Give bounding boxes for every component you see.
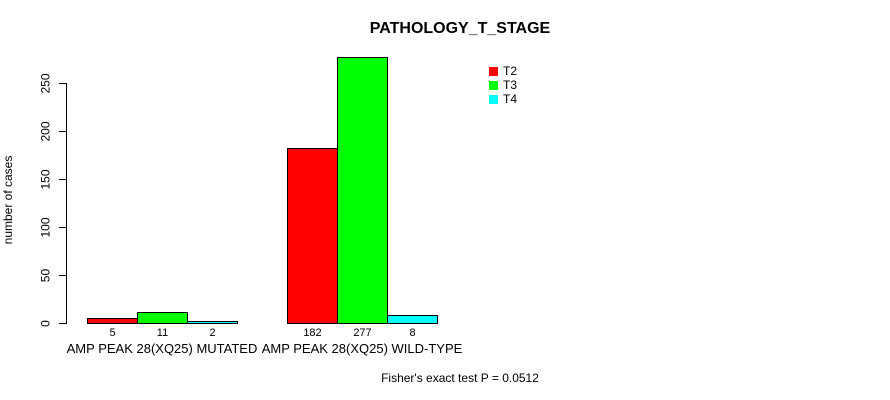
legend-label-t4: T4 [503, 92, 518, 106]
bar-t3 [137, 312, 188, 324]
bar-t4 [187, 321, 238, 324]
y-tick-label: 250 [38, 73, 53, 94]
bar-t2 [287, 148, 338, 324]
y-tick [59, 275, 66, 276]
y-tick [59, 179, 66, 180]
bar-value-label: 277 [353, 327, 372, 339]
y-tick [59, 227, 66, 228]
bar-value-label: 182 [303, 327, 322, 339]
bar-value-label: 8 [409, 327, 416, 339]
y-tick-label: 150 [38, 169, 53, 190]
y-tick-label: 200 [38, 121, 53, 142]
legend-label-t3: T3 [503, 78, 518, 92]
y-tick-label: 50 [38, 268, 53, 283]
category-label: AMP PEAK 28(XQ25) MUTATED [66, 341, 258, 356]
legend-label-t2: T2 [503, 64, 518, 78]
bar-value-label: 11 [156, 327, 169, 339]
category-label: AMP PEAK 28(XQ25) WILD-TYPE [261, 341, 463, 356]
y-axis-line [66, 83, 67, 324]
bar-t4 [387, 315, 438, 324]
chart-title: PATHOLOGY_T_STAGE [369, 20, 551, 37]
legend-swatch-t4 [489, 95, 498, 104]
y-tick [59, 323, 66, 324]
y-tick [59, 83, 66, 84]
legend-swatch-t3 [489, 81, 498, 90]
y-tick [59, 131, 66, 132]
bar-value-label: 2 [209, 327, 216, 339]
y-axis-title: number of cases [1, 155, 15, 245]
y-tick-label: 0 [38, 320, 53, 327]
bar-t2 [87, 318, 138, 324]
legend-swatch-t2 [489, 67, 498, 76]
bar-t3 [337, 57, 388, 324]
fisher-test-annotation: Fisher's exact test P = 0.0512 [381, 371, 539, 385]
bar-value-label: 5 [109, 327, 116, 339]
y-tick-label: 100 [38, 217, 53, 238]
